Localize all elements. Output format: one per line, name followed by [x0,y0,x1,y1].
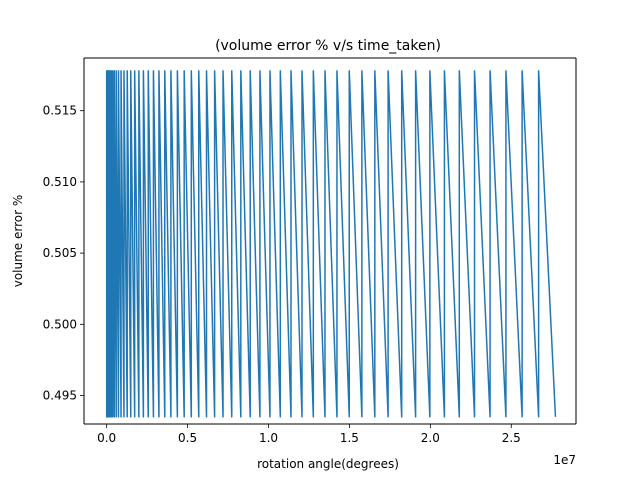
x-tick-label: 1.5 [340,431,359,445]
x-ticks: 0.0 0.5 1.0 1.5 2.0 2.5 [97,424,521,445]
y-axis-label: volume error % [11,195,25,288]
y-tick-label: 0.500 [43,317,77,331]
x-axis-label: rotation angle(degrees) [257,457,399,471]
x-tick-label: 1.0 [259,431,278,445]
y-tick-label: 0.510 [43,175,77,189]
chart-title: (volume error % v/s time_taken) [215,38,441,54]
y-tick-label: 0.495 [43,389,77,403]
x-offset-label: 1e7 [553,453,576,467]
axes-layer [83,57,577,425]
y-ticks: 0.495 0.500 0.505 0.510 0.515 [43,104,84,403]
x-tick-label: 2.0 [421,431,440,445]
series-line-0 [105,70,557,418]
x-tick-label: 2.5 [502,431,521,445]
x-tick-label: 0.5 [178,431,197,445]
x-tick-label: 0.0 [97,431,116,445]
series-layer [105,70,557,418]
y-tick-label: 0.515 [43,104,77,118]
y-tick-label: 0.505 [43,246,77,260]
